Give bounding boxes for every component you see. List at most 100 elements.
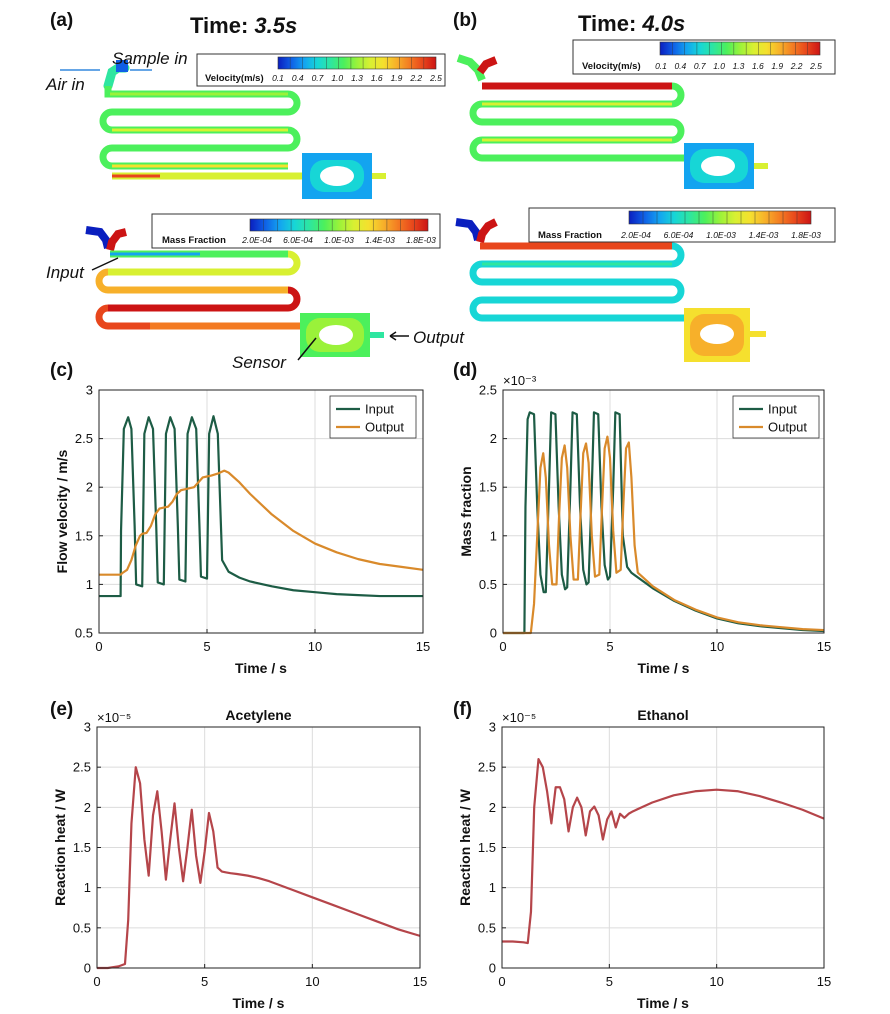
x-tick-label: 5	[201, 974, 208, 989]
legend-label: Output	[365, 420, 404, 435]
x-axis-label: Time / s	[638, 660, 690, 676]
y-tick-label: 2.5	[479, 383, 497, 398]
colorbar-tick-label: 1.3	[351, 73, 363, 83]
x-tick-label: 0	[499, 639, 506, 654]
series-line-output	[503, 435, 825, 635]
x-tick-label: 10	[710, 639, 724, 654]
colorbar-tick-label: 1.6	[371, 73, 383, 83]
y-tick-label: 3	[86, 383, 93, 398]
panel-a-time-prefix: Time:	[190, 13, 254, 38]
y-tick-label: 1	[490, 528, 497, 543]
input-label: Input	[46, 263, 85, 282]
velocity-colorbar-title: Velocity(m/s)	[582, 61, 641, 72]
y-tick-label: 1	[86, 577, 93, 592]
colorbar-tick-label: 2.0E-04	[241, 235, 272, 245]
colorbar-tick-label: 1.0E-03	[324, 235, 354, 245]
mass-colorbar-title: Mass Fraction	[538, 230, 602, 241]
y-tick-label: 0.5	[75, 626, 93, 641]
x-tick-label: 5	[606, 974, 613, 989]
y-tick-label: 3	[84, 720, 91, 735]
x-axis-label: Time / s	[233, 995, 285, 1011]
colorbar-tick-label: 1.0	[713, 61, 725, 71]
panel-tag: (e)	[50, 699, 73, 720]
colorbar-tick-label: 1.9	[771, 61, 783, 71]
panel-b-time-prefix: Time:	[578, 11, 642, 36]
x-tick-label: 15	[416, 639, 430, 654]
y-tick-label: 1	[489, 880, 496, 895]
y-tick-label: 0	[489, 961, 496, 976]
x-tick-label: 0	[93, 974, 100, 989]
axes-frame	[502, 389, 825, 634]
y-tick-label: 1.5	[478, 840, 496, 855]
series-line-heat	[502, 758, 825, 945]
panel-a-velocity-colorbar: Velocity(m/s) 0.1 0.4 0.7 1.0 1.3 1.6 1.9 2.2 2.…	[196, 53, 446, 87]
legend-box	[732, 395, 820, 439]
air-in-label: Air in	[45, 75, 85, 94]
colorbar-tick-label: 0.4	[674, 61, 686, 71]
sensor-label: Sensor	[232, 353, 287, 372]
series-line-output	[99, 469, 424, 576]
chart-legend: Input Output	[329, 395, 417, 439]
panel-b-velocity-colorbar: Velocity(m/s) 0.1 0.4 0.7 1.0 1.3 1.6 1.9 2.2 2.…	[572, 39, 836, 75]
y-axis-exponent: ×10⁻⁵	[502, 710, 536, 725]
chart-d: 0 5 10 15 0 0.5 1 1.5 2 2.5 Time / s Mass fraction (…	[453, 360, 831, 676]
colorbar-tick-label: 6.0E-04	[283, 235, 313, 245]
chart-legend: Input Output	[732, 395, 820, 439]
colorbar-tick-label: 0.7	[694, 61, 706, 71]
colorbar-tick-label: 0.7	[312, 73, 324, 83]
y-tick-label: 1	[84, 880, 91, 895]
panel-b-tag: (b)	[453, 10, 477, 31]
mass-colorbar-title: Mass Fraction	[162, 235, 226, 246]
panel-a-tag: (a)	[50, 10, 73, 31]
y-tick-label: 1.5	[75, 528, 93, 543]
y-tick-label: 2.5	[478, 760, 496, 775]
panel-tag: (c)	[50, 360, 73, 381]
x-tick-label: 5	[606, 639, 613, 654]
chart-f: 0 5 10 15 0 0.5 1 1.5 2 2.5 3 Time / s Reaction heat…	[453, 699, 831, 1011]
panel-b-velocity-field	[456, 54, 768, 189]
y-tick-label: 0.5	[478, 920, 496, 935]
velocity-colorbar-strip	[277, 56, 437, 70]
colorbar-tick-label: 2.5	[429, 73, 442, 83]
colorbar-tick-label: 2.5	[809, 61, 822, 71]
panel-a-mass-field: Input Sensor Output	[46, 226, 465, 372]
legend-label: Output	[768, 420, 807, 435]
series-line-input	[99, 415, 423, 598]
colorbar-tick-label: 2.0E-04	[620, 230, 651, 240]
legend-label: Input	[768, 402, 797, 417]
colorbar-tick-label: 1.4E-03	[365, 235, 395, 245]
y-tick-label: 2	[84, 800, 91, 815]
y-axis-exponent: ×10⁻⁵	[97, 710, 131, 725]
y-tick-label: 0	[84, 961, 91, 976]
legend-box	[329, 395, 417, 439]
panel-a: (a) Time: 3.5s Sample in Air in	[45, 10, 465, 372]
panel-b-time-value: 4.0s	[641, 11, 685, 36]
chart-title: Acetylene	[225, 707, 291, 723]
y-tick-label: 3	[489, 720, 496, 735]
axes-frame	[98, 389, 424, 634]
panel-a-time-value: 3.5s	[254, 13, 297, 38]
colorbar-tick-label: 6.0E-04	[664, 230, 694, 240]
chart-c: 0 5 10 15 0.5 1 1.5 2 2.5 3 Time / s Flow velocity …	[50, 360, 430, 676]
y-tick-label: 0.5	[73, 920, 91, 935]
colorbar-tick-label: 1.4E-03	[749, 230, 779, 240]
colorbar-tick-label: 0.1	[272, 73, 284, 83]
colorbar-tick-label: 0.1	[655, 61, 667, 71]
y-axis-label: Reaction heat / W	[52, 788, 68, 905]
y-tick-label: 2.5	[73, 760, 91, 775]
y-axis-label: Flow velocity / m/s	[54, 449, 70, 573]
velocity-colorbar-title: Velocity(m/s)	[205, 73, 264, 84]
x-tick-label: 15	[817, 639, 831, 654]
series-line-input	[503, 411, 825, 635]
panel-b-mass-field	[455, 218, 766, 362]
x-axis-label: Time / s	[235, 660, 287, 676]
chart-title: Ethanol	[637, 707, 688, 723]
panel-a-mass-colorbar: Mass Fraction 2.0E-04 6.0E-04 1.0E-03 1.4E-…	[151, 213, 441, 249]
velocity-colorbar-strip	[659, 41, 821, 56]
legend-label: Input	[365, 402, 394, 417]
panel-a-time-title: Time: 3.5s	[190, 13, 297, 38]
colorbar-tick-label: 1.0	[331, 73, 343, 83]
sample-in-label: Sample in	[112, 49, 188, 68]
colorbar-tick-label: 1.0E-03	[706, 230, 736, 240]
